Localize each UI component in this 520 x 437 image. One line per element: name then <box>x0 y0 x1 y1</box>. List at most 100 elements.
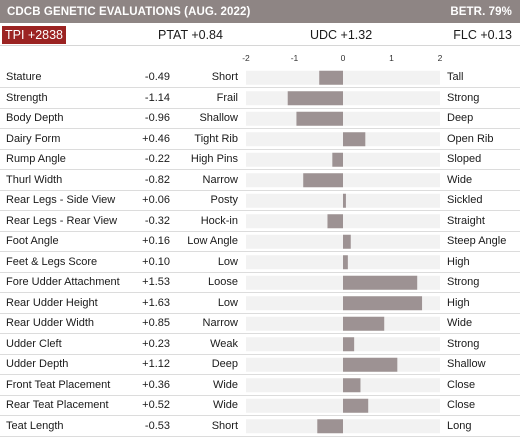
trait-high-label: Sloped <box>447 153 482 165</box>
trait-name: Feet & Legs Score <box>6 255 98 268</box>
trait-low-label: Short <box>211 71 238 83</box>
trait-row: Body Depth -0.96 Shallow Deep <box>0 109 520 129</box>
trait-bar <box>319 70 343 85</box>
evaluation-header: CDCB GENETIC EVALUATIONS (AUG. 2022) BET… <box>0 0 520 23</box>
trait-name: Dairy Form <box>6 132 61 145</box>
trait-value: -0.49 <box>144 71 170 83</box>
trait-high-label: Strong <box>447 91 480 104</box>
trait-high-label: High <box>447 255 470 268</box>
x-tick-label: 1 <box>389 53 394 63</box>
trait-bar <box>343 337 355 352</box>
trait-name: Rear Teat Placement <box>6 399 109 411</box>
trait-value: -0.96 <box>144 112 170 124</box>
trait-bar <box>343 193 346 208</box>
trait-value: +0.23 <box>142 337 170 350</box>
trait-bar <box>343 234 351 249</box>
trait-bar <box>343 296 423 311</box>
trait-value: +0.36 <box>142 378 170 391</box>
trait-high-label: Shallow <box>447 358 486 370</box>
trait-low-label: Wide <box>212 378 238 391</box>
trait-row: Udder Depth +1.12 Deep Shallow <box>0 355 520 375</box>
trait-high-label: Open Rib <box>447 132 494 145</box>
trait-name: Teat Length <box>6 419 64 432</box>
trait-low-label: Deep <box>211 358 238 370</box>
x-tick-label: 2 <box>438 53 443 63</box>
trait-low-label: Wide <box>212 399 238 411</box>
trait-name: Rear Udder Width <box>6 317 95 329</box>
trait-bar <box>296 111 343 126</box>
trait-value: -0.22 <box>144 153 170 165</box>
trait-bar <box>332 152 343 167</box>
trait-high-label: Wide <box>447 317 473 329</box>
trait-low-label: Frail <box>216 91 238 104</box>
trait-high-label: Tall <box>447 71 464 83</box>
trait-value: -0.82 <box>144 173 170 186</box>
trait-low-label: Low <box>217 255 238 268</box>
trait-row: Feet & Legs Score +0.10 Low High <box>0 253 520 273</box>
trait-bar <box>343 398 369 413</box>
x-tick-label: 0 <box>341 53 346 63</box>
trait-bar <box>343 255 348 270</box>
trait-name: Udder Depth <box>6 358 69 370</box>
trait-row: Rear Udder Width +0.85 Narrow Wide <box>0 314 520 334</box>
trait-row: Front Teat Placement +0.36 Wide Close <box>0 376 520 396</box>
trait-low-label: Weak <box>210 337 238 350</box>
trait-name: Stature <box>6 71 42 83</box>
trait-value: -0.53 <box>144 419 170 432</box>
trait-bar <box>327 214 343 229</box>
trait-low-label: Tight Rib <box>194 132 238 145</box>
trait-value: -0.32 <box>144 214 170 227</box>
trait-name: Rear Legs - Rear View <box>6 214 118 227</box>
trait-value: +1.63 <box>142 296 170 309</box>
trait-row: Rear Legs - Side View +0.06 Posty Sickled <box>0 191 520 211</box>
trait-low-label: Narrow <box>202 173 238 186</box>
trait-name: Rump Angle <box>6 153 66 165</box>
trait-low-label: Low Angle <box>187 235 238 247</box>
trait-low-label: Shallow <box>199 112 238 124</box>
trait-high-label: Sickled <box>447 194 483 206</box>
trait-bar <box>343 378 361 393</box>
trait-name: Foot Angle <box>6 235 59 247</box>
trait-low-label: Narrow <box>202 317 238 329</box>
trait-row: Teat Length -0.53 Short Long <box>0 417 520 437</box>
trait-value: -1.14 <box>144 91 170 104</box>
trait-bar <box>343 132 366 147</box>
trait-value: +0.46 <box>142 132 170 145</box>
trait-high-label: Long <box>447 419 472 432</box>
trait-high-label: Close <box>447 378 476 391</box>
trait-high-label: Deep <box>447 112 474 124</box>
trait-high-label: Steep Angle <box>447 235 507 247</box>
trait-row: Strength -1.14 Frail Strong <box>0 89 520 109</box>
trait-low-label: Short <box>211 419 238 432</box>
ptat-index: PTAT +0.84 <box>158 28 223 42</box>
trait-row: Rump Angle -0.22 High Pins Sloped <box>0 150 520 170</box>
trait-name: Thurl Width <box>6 173 63 186</box>
reliability-label: BETR. 79% <box>450 5 512 18</box>
trait-bar <box>303 173 343 188</box>
trait-high-label: Wide <box>447 173 473 186</box>
trait-row: Thurl Width -0.82 Narrow Wide <box>0 171 520 191</box>
trait-row: Rear Teat Placement +0.52 Wide Close <box>0 396 520 416</box>
trait-low-label: Posty <box>210 194 238 206</box>
trait-bar <box>343 316 385 331</box>
trait-high-label: Strong <box>447 337 480 350</box>
trait-value: +0.85 <box>142 317 170 329</box>
flc-index: FLC +0.13 <box>453 28 512 42</box>
trait-row: Rear Legs - Rear View -0.32 Hock-in Straigh… <box>0 212 520 232</box>
trait-value: +0.06 <box>142 194 170 206</box>
trait-row: Fore Udder Attachment +1.53 Loose Strong <box>0 273 520 293</box>
trait-name: Rear Legs - Side View <box>6 194 116 206</box>
trait-low-label: High Pins <box>190 153 238 165</box>
trait-bar <box>317 419 343 434</box>
trait-low-label: Loose <box>208 276 238 288</box>
trait-name: Fore Udder Attachment <box>6 276 120 288</box>
x-tick-label: -2 <box>242 53 250 63</box>
trait-high-label: High <box>447 296 470 309</box>
trait-low-label: Hock-in <box>200 214 238 227</box>
trait-value: +0.52 <box>142 399 170 411</box>
trait-bar <box>343 275 418 290</box>
trait-name: Udder Cleft <box>6 337 62 350</box>
trait-value: +0.10 <box>142 255 170 268</box>
